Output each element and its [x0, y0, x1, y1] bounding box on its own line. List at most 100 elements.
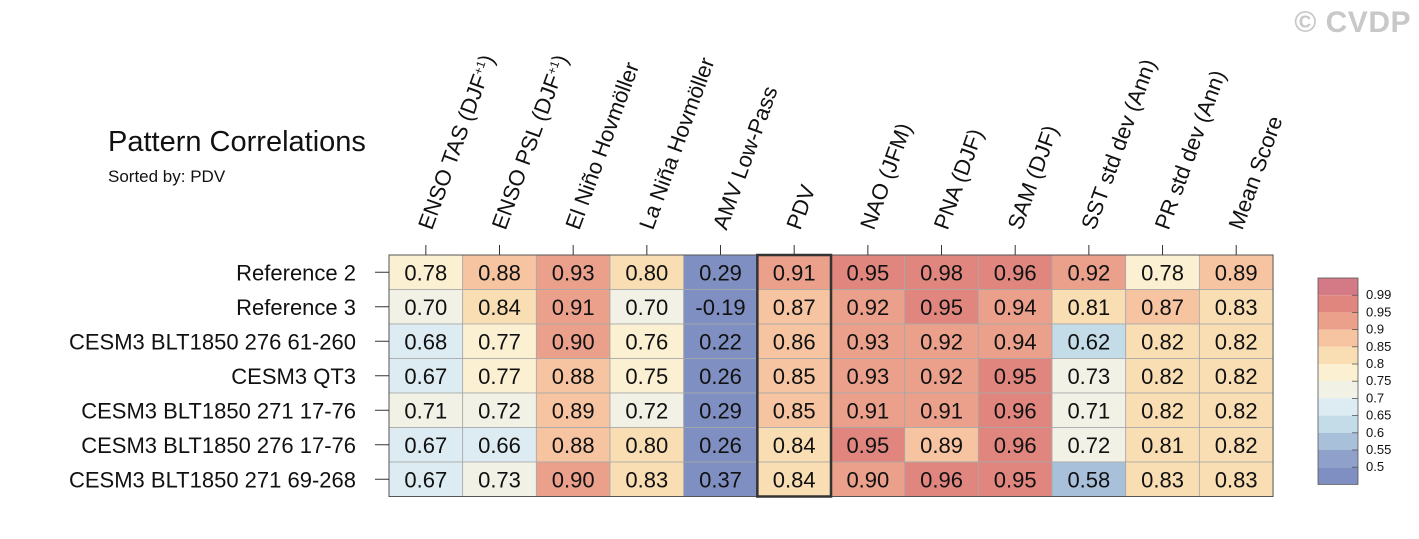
heatmap-cell [1125, 358, 1200, 394]
heatmap-cell [977, 323, 1053, 359]
colorbar-label: 0.85 [1366, 339, 1391, 354]
cell-value-label: 0.29 [699, 398, 742, 423]
cell-value-label: 0.91 [773, 260, 816, 285]
cell-value-label: 0.90 [552, 467, 595, 492]
heatmap-cell [756, 427, 832, 463]
cell-value-label: 0.26 [699, 364, 742, 389]
cell-value-label: 0.92 [920, 364, 963, 389]
heatmap-cell [535, 323, 611, 359]
cell-value-label: 0.93 [846, 364, 889, 389]
cell-value-label: 0.89 [552, 398, 595, 423]
heatmap-cell [1051, 427, 1127, 463]
heatmap-cell [1198, 461, 1274, 497]
colorbar-swatch [1318, 381, 1358, 399]
cell-value-label: 0.98 [920, 260, 963, 285]
cell-value-label: 0.95 [994, 467, 1037, 492]
colorbar-label: 0.65 [1366, 408, 1391, 423]
heatmap-cell [904, 254, 979, 290]
cell-value-label: 0.91 [552, 295, 595, 320]
cell-value-label: -0.19 [695, 295, 745, 320]
heatmap-cell [1125, 392, 1200, 428]
heatmap-cell [756, 323, 832, 359]
cell-value-label: 0.88 [552, 433, 595, 458]
heatmap-cell [977, 289, 1053, 325]
heatmap-cell [977, 427, 1053, 463]
heatmap-cell [609, 461, 685, 497]
heatmap-cell [904, 427, 979, 463]
cell-value-label: 0.67 [404, 433, 447, 458]
heatmap-cell [756, 289, 832, 325]
cell-value-label: 0.85 [773, 364, 816, 389]
heatmap-cell [977, 461, 1053, 497]
cell-value-label: 0.77 [478, 329, 521, 354]
heatmap-cell [830, 427, 906, 463]
cell-value-label: 0.22 [699, 329, 742, 354]
row-label: Reference 3 [236, 295, 356, 320]
cell-value-label: 0.82 [1141, 329, 1184, 354]
heatmap-cell [1125, 427, 1200, 463]
heatmap-cell [1125, 254, 1200, 290]
cell-value-label: 0.37 [699, 467, 742, 492]
cell-value-label: 0.88 [552, 364, 595, 389]
cell-value-label: 0.73 [1067, 364, 1110, 389]
heatmap-cell [830, 358, 906, 394]
cell-value-label: 0.73 [478, 467, 521, 492]
cell-value-label: 0.82 [1215, 433, 1258, 458]
row-label: CESM3 BLT1850 271 17-76 [81, 398, 356, 423]
colorbar-swatch [1318, 295, 1358, 313]
colorbar-label: 0.9 [1366, 322, 1384, 337]
colorbar-swatch [1318, 432, 1358, 450]
colorbar-swatch [1318, 415, 1358, 433]
heatmap-cell [609, 392, 685, 428]
cell-value-label: 0.67 [404, 467, 447, 492]
colorbar-swatch [1318, 346, 1358, 364]
heatmap-cell [535, 358, 611, 394]
cell-value-label: 0.70 [625, 295, 668, 320]
cell-value-label: 0.90 [552, 329, 595, 354]
column-label: Mean Score [1223, 113, 1287, 233]
colorbar-swatch [1318, 312, 1358, 330]
cell-value-label: 0.62 [1067, 329, 1110, 354]
cell-value-label: 0.71 [1067, 398, 1110, 423]
cell-value-label: 0.70 [404, 295, 447, 320]
column-label: PNA (DJF) [929, 125, 988, 232]
cell-value-label: 0.81 [1141, 433, 1184, 458]
cell-value-label: 0.72 [625, 398, 668, 423]
cell-value-label: 0.88 [478, 260, 521, 285]
heatmap-cell [1198, 392, 1274, 428]
column-label: PR std dev (Ann) [1150, 67, 1231, 233]
cell-value-label: 0.84 [773, 433, 816, 458]
cell-value-label: 0.91 [920, 398, 963, 423]
cell-value-label: 0.82 [1141, 398, 1184, 423]
cell-value-label: 0.71 [404, 398, 447, 423]
cell-value-label: 0.83 [625, 467, 668, 492]
cell-value-label: 0.91 [846, 398, 889, 423]
heatmap-cell [830, 289, 906, 325]
colorbar-swatch [1318, 278, 1358, 296]
cell-value-label: 0.72 [1067, 433, 1110, 458]
cell-value-label: 0.95 [994, 364, 1037, 389]
cell-value-label: 0.87 [773, 295, 816, 320]
heatmap-cell [1198, 254, 1274, 290]
column-label: El Niño Hovmöller [560, 59, 644, 233]
cell-value-label: 0.83 [1215, 467, 1258, 492]
colorbar-label: 0.8 [1366, 356, 1384, 371]
colorbar-label: 0.75 [1366, 373, 1391, 388]
cell-value-label: 0.96 [994, 260, 1037, 285]
cell-value-label: 0.96 [994, 433, 1037, 458]
heatmap-cell [462, 254, 537, 290]
row-label: CESM3 BLT1850 271 69-268 [69, 467, 356, 492]
cell-value-label: 0.72 [478, 398, 521, 423]
colorbar-label: 0.55 [1366, 442, 1391, 457]
cell-value-label: 0.95 [920, 295, 963, 320]
colorbar-label: 0.5 [1366, 459, 1384, 474]
cell-value-label: 0.95 [846, 433, 889, 458]
heatmap-cell [756, 358, 832, 394]
cell-value-label: 0.92 [1067, 260, 1110, 285]
cell-value-label: 0.26 [699, 433, 742, 458]
colorbar-label: 0.95 [1366, 304, 1391, 319]
column-label: PDV [781, 181, 820, 232]
heatmap-cell [462, 427, 537, 463]
column-label: ENSO PSL (DJF+1) [487, 51, 573, 232]
